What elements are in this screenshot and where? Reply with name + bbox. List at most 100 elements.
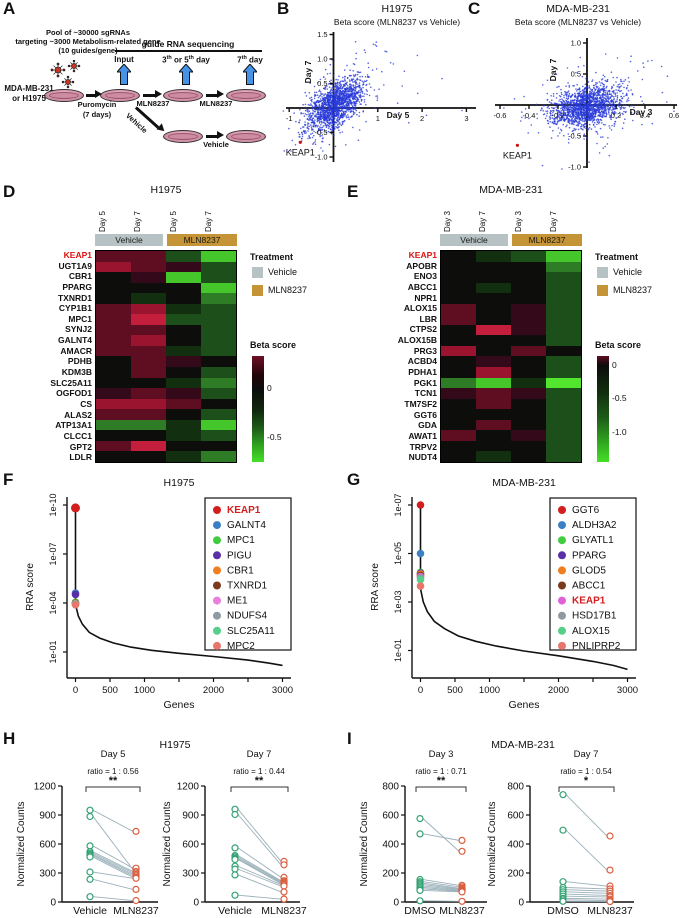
B-xtick: -1 xyxy=(286,114,293,123)
gene-label-CYP1B1: CYP1B1 xyxy=(58,303,92,314)
counts-ytick: 300 xyxy=(39,869,56,880)
counts-ytick: 600 xyxy=(39,840,56,851)
heatmap-cell-TM7SF2-c3 xyxy=(546,398,581,410)
F-xtick: 3000 xyxy=(272,685,293,696)
counts-title: MDA-MB-231 xyxy=(491,739,555,751)
heatmap-cell-CLCC1-c1 xyxy=(131,430,166,441)
heatmapD-grid xyxy=(95,250,237,463)
heatmap-cell-ATP13A1-c1 xyxy=(131,419,166,431)
cell-dish-vehicle xyxy=(226,130,266,143)
counts-ylabel: Normalized Counts xyxy=(359,801,370,886)
sgRNA-pool-label: Pool of ~30000 sgRNAs targeting ~3000 Me… xyxy=(3,28,173,55)
heatmap-cell-KEAP1-c3 xyxy=(546,251,581,262)
heatmap-cell-LBR-c2 xyxy=(511,314,546,325)
heatmap-cell-ALOX15B-c0 xyxy=(441,335,476,346)
cell-dish xyxy=(163,89,203,102)
gene-label-MPC1: MPC1 xyxy=(68,313,92,324)
heatmap-cell-TXNRD1-c1 xyxy=(131,293,166,304)
heatmap-col-label: Day 5 xyxy=(97,211,107,232)
scatter-B-points xyxy=(282,41,463,152)
heatmap-cell-ACBD4-c2 xyxy=(511,356,546,368)
heatmapE-group-vehicle: Vehicle xyxy=(440,234,508,246)
flow-arrow xyxy=(206,90,224,98)
C-ytick: 1.0 xyxy=(571,39,581,48)
heatmap-cell-LDLR-c3 xyxy=(201,451,236,462)
G-legend-KEAP1: KEAP1 xyxy=(572,596,606,607)
F-legend-PIGU: PIGU xyxy=(227,550,251,561)
heatmapD-scale-title: Beta score xyxy=(250,340,297,350)
gene-dot-KEAP1 xyxy=(71,503,80,513)
puromycin-line-1: Puromycin xyxy=(77,100,117,109)
heatmap-cell-CTPS2-c2 xyxy=(511,324,546,336)
mln8237-swatch xyxy=(252,285,263,296)
heatmap-cell-AWAT1-c0 xyxy=(441,430,476,441)
gene-label-SYNJ2: SYNJ2 xyxy=(65,324,92,335)
panel-letter-A: A xyxy=(3,0,16,18)
mid-day-num2: or 5 xyxy=(171,55,189,65)
heatmap-cell-ALOX15B-c2 xyxy=(511,335,546,346)
gene-label-CBR1: CBR1 xyxy=(68,271,92,282)
heatmap-cell-TXNRD1-c0 xyxy=(96,293,131,304)
panel-letter-E: E xyxy=(347,182,359,201)
pool-line-3: (10 guides/gene) xyxy=(58,46,118,55)
heatmap-col-label: Day 3 xyxy=(513,211,523,232)
heatmap-cell-UGT1A9-c1 xyxy=(131,261,166,273)
counts-ytick: 400 xyxy=(507,840,524,851)
heatmap-cell-NUDT4-c2 xyxy=(511,451,546,462)
heatmap-cell-ABCC1-c0 xyxy=(441,282,476,294)
heatmap-cell-LBR-c0 xyxy=(441,314,476,325)
puromycin-label: Puromycin (7 days) xyxy=(67,100,127,119)
C-xtick: -0.2 xyxy=(552,111,565,120)
heatmap-col-label: Day 7 xyxy=(549,211,559,232)
heatmap-cell-PGK1-c0 xyxy=(441,377,476,389)
heatmap-cell-CS-c2 xyxy=(166,398,201,410)
heatmap-cell-GGT6-c1 xyxy=(476,409,511,420)
heatmap-cell-AMACR-c0 xyxy=(96,345,131,357)
vehicle-swatch-label: Vehicle xyxy=(613,267,643,277)
counts-ytick: 200 xyxy=(507,869,524,880)
colorbar-tick: 0 xyxy=(612,360,617,371)
heatmap-cell-PDHA1-c3 xyxy=(546,367,581,378)
heatmap-cell-GDA-c2 xyxy=(511,419,546,431)
puromycin-line-2: (7 days) xyxy=(82,109,112,119)
heatmap-cell-GPT2-c2 xyxy=(166,440,201,452)
heatmap-cell-CYP1B1-c2 xyxy=(166,303,201,315)
category-label: DMSO xyxy=(404,905,436,917)
heatmap-cell-TRPV2-c3 xyxy=(546,440,581,452)
cell-line-label: MDA-MB-231 or H1975 xyxy=(0,84,58,103)
heatmap-cell-SLC25A11-c0 xyxy=(96,377,131,389)
heatmapD-gene-labels: KEAP1 UGT1A9 CBR1 PPARG TXNRD1 CYP1B1 MPC1 SYNJ… xyxy=(16,250,92,463)
heatmap-cell-APOBR-c1 xyxy=(476,261,511,273)
counts-ytick: 800 xyxy=(382,782,399,793)
heatmap-cell-KEAP1-c0 xyxy=(96,251,131,262)
count-points xyxy=(86,806,140,905)
heatmap-cell-CS-c1 xyxy=(131,398,166,410)
gene-label-CTPS2: CTPS2 xyxy=(409,324,437,335)
heatmap-cell-GDA-c3 xyxy=(546,419,581,431)
B-xtick: 3 xyxy=(464,114,468,123)
heatmap-cell-TRPV2-c1 xyxy=(476,440,511,452)
gene-label-KDM3B: KDM3B xyxy=(61,367,92,378)
F-legend-NDUFS4: NDUFS4 xyxy=(227,611,267,622)
heatmap-cell-PGK1-c2 xyxy=(511,377,546,389)
heatmap-cell-ATP13A1-c0 xyxy=(96,419,131,431)
category-label: MLN8237 xyxy=(587,905,633,917)
B-subtitle: Beta score (MLN8237 vs Vehicle) xyxy=(334,17,460,27)
heatmap-cell-GGT6-c2 xyxy=(511,409,546,420)
gene-label-LDLR: LDLR xyxy=(69,452,92,463)
scatter-C-points xyxy=(503,53,675,170)
heatmap-cell-ALOX15B-c3 xyxy=(546,335,581,346)
gene-label-KEAP1: KEAP1 xyxy=(408,250,437,260)
heatmap-cell-CLCC1-c3 xyxy=(201,430,236,441)
heatmapE-scale-title: Beta score xyxy=(595,340,642,350)
pool-line-1: Pool of ~30000 sgRNAs xyxy=(46,28,130,37)
G-ytick: 1e-05 xyxy=(393,542,403,565)
vehicle-arm-label: Vehicle xyxy=(203,140,229,149)
counts-ratio: ratio = 1 : 0.54 xyxy=(560,767,612,776)
count-points xyxy=(559,791,614,906)
category-label: Vehicle xyxy=(73,905,107,917)
counts-ratio: ratio = 1 : 0.44 xyxy=(233,767,285,776)
C-ytick: -1.0 xyxy=(568,163,581,172)
vehicle-swatch-label: Vehicle xyxy=(268,267,298,277)
heatmap-cell-ALOX15B-c1 xyxy=(476,335,511,346)
